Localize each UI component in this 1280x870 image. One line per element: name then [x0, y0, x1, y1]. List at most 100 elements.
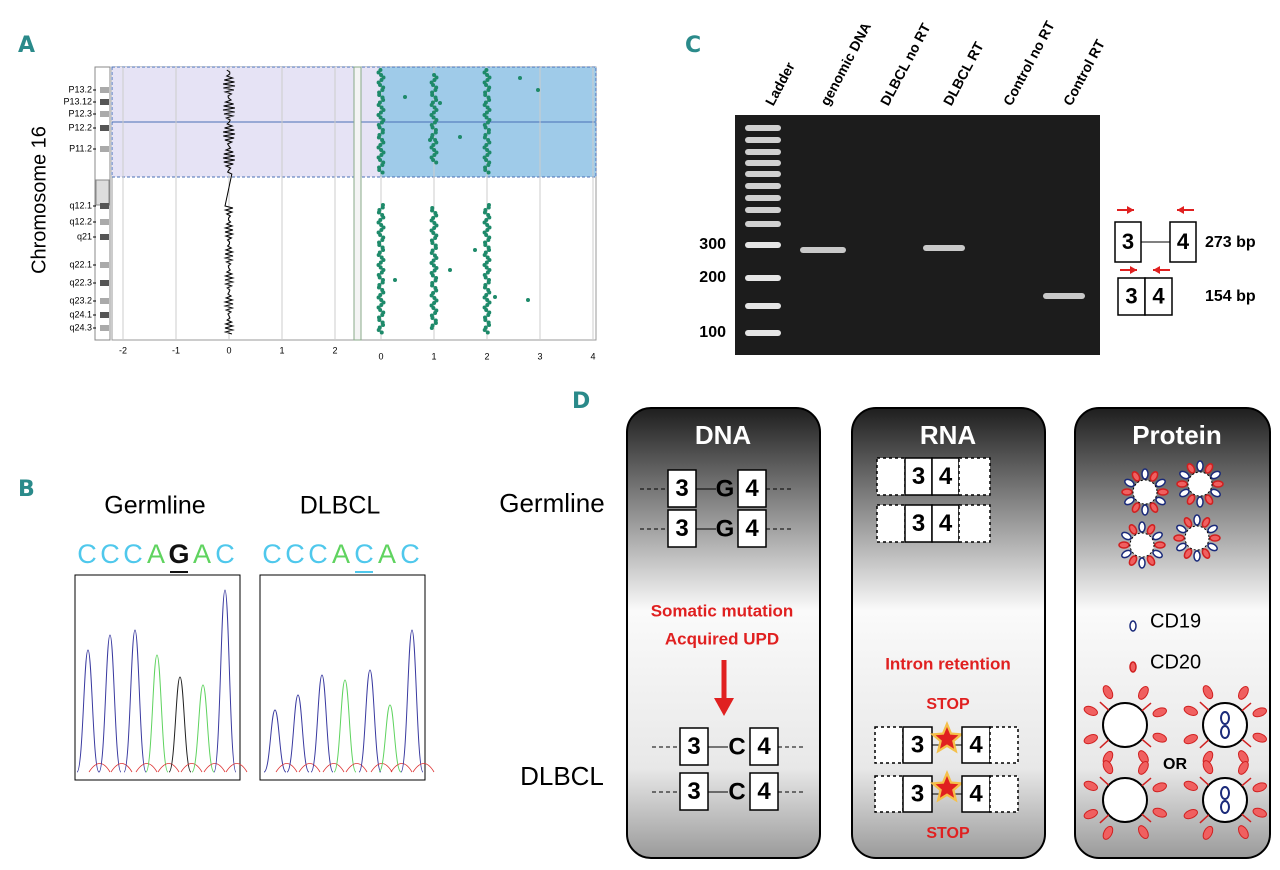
dot: [486, 163, 491, 167]
exon-box: [902, 726, 933, 764]
gel: [735, 115, 1100, 355]
band: [100, 146, 109, 152]
peak: [180, 763, 203, 773]
receptor-stem: [1099, 701, 1110, 711]
exon-box: [1169, 221, 1197, 263]
stop-text: STOP: [926, 696, 970, 713]
lane-label: genomic DNA: [817, 20, 874, 109]
dot: [485, 120, 490, 125]
dot: [458, 135, 462, 139]
mutation-text: Acquired UPD: [665, 629, 779, 648]
exon-label: 3: [911, 780, 924, 807]
exon-label: 4: [757, 733, 771, 760]
pcr-band: [800, 247, 846, 253]
dot: [379, 228, 384, 232]
cell: [1102, 702, 1148, 748]
exon-label: 4: [745, 515, 759, 542]
x-tick-label: 0: [378, 351, 383, 361]
dot: [380, 170, 385, 175]
dot: [484, 110, 489, 115]
legend-label: CD20: [1150, 651, 1201, 673]
base: C: [123, 539, 143, 569]
dot: [485, 78, 490, 82]
exon-box: [958, 457, 991, 496]
dot: [376, 145, 381, 150]
exon-label: 4: [1177, 229, 1190, 254]
dot: [483, 168, 488, 172]
band-label: q21: [77, 231, 92, 241]
trace: [222, 69, 236, 335]
dot: [433, 88, 438, 92]
dot: [482, 145, 487, 150]
dot: [381, 258, 386, 262]
peak: [310, 674, 334, 773]
primer-head: [1127, 206, 1134, 214]
dot: [403, 95, 407, 99]
dot: [430, 241, 435, 245]
panel-c: C Ladder genomic DNA DLBCL no RT DLBCL RT Co…: [685, 18, 1256, 355]
band: [100, 99, 109, 105]
x-tick-label: 3: [537, 351, 542, 361]
band-label: q12.2: [69, 216, 92, 226]
band-label: P12.2: [68, 122, 92, 132]
primer-head: [1153, 266, 1160, 274]
exon-box: [876, 457, 906, 496]
dot: [487, 248, 492, 252]
dot: [433, 246, 438, 250]
band: [100, 262, 109, 268]
dot: [485, 148, 490, 152]
exon-label: 3: [687, 733, 700, 760]
receptor: [1083, 734, 1098, 745]
dot: [379, 148, 384, 152]
dot: [482, 285, 487, 290]
dot: [429, 145, 434, 150]
receptor-stem: [1099, 739, 1110, 749]
exon-box: [958, 504, 991, 543]
dot: [430, 93, 435, 97]
receptor: [1121, 488, 1133, 496]
receptor: [1141, 468, 1149, 480]
dot: [484, 115, 489, 120]
receptor: [1237, 686, 1249, 700]
peak: [298, 763, 321, 773]
receptor: [1183, 780, 1198, 791]
stop-star: [935, 727, 959, 749]
dot: [485, 303, 490, 307]
base: C: [308, 539, 328, 569]
peak: [322, 763, 345, 773]
dot: [381, 108, 386, 112]
receptor: [1155, 496, 1166, 506]
base: C: [400, 539, 420, 569]
receptor: [1202, 760, 1214, 775]
receptor: [1193, 514, 1201, 526]
dot: [429, 218, 434, 223]
ladder-band: [745, 330, 781, 336]
internal-cd19: [1220, 711, 1230, 725]
dot: [434, 298, 439, 303]
receptor-stem: [1141, 777, 1152, 787]
dot: [486, 88, 491, 92]
dot: [379, 73, 384, 77]
dot: [376, 103, 381, 107]
ladder-size: 200: [699, 269, 726, 286]
band-label: P11.2: [69, 143, 92, 153]
receptor: [1138, 557, 1146, 569]
cell: [1132, 479, 1158, 505]
receptor: [1152, 531, 1163, 541]
receptor: [1183, 705, 1198, 716]
dot: [429, 251, 434, 255]
lane-label: Ladder: [762, 59, 798, 108]
band: [100, 280, 109, 286]
band-label: q22.3: [69, 277, 92, 287]
peak: [378, 704, 402, 773]
chromatogram-frame: [74, 574, 241, 781]
base: C: [100, 539, 120, 569]
exon-box: [876, 504, 906, 543]
receptor: [1152, 807, 1167, 818]
receptor: [1209, 534, 1221, 542]
band: [100, 325, 109, 331]
receptor: [1131, 502, 1141, 513]
receptor: [1183, 548, 1193, 559]
exon-label: 4: [969, 731, 983, 758]
dot: [376, 135, 381, 140]
